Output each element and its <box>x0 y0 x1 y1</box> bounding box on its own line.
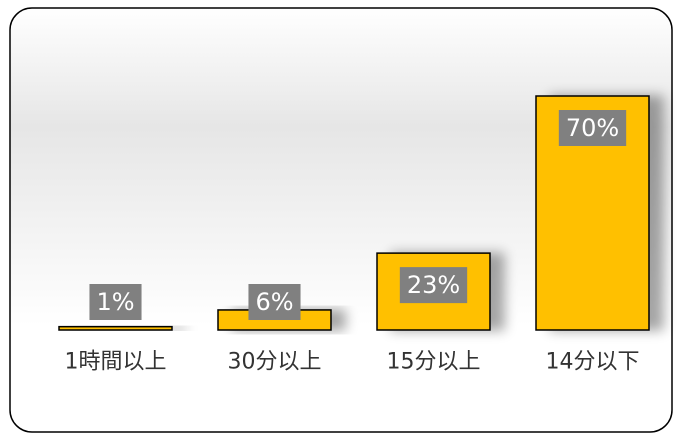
value-label: 23% <box>407 271 460 299</box>
category-label: 30分以上 <box>228 350 322 375</box>
category-label: 1時間以上 <box>65 350 167 375</box>
value-label: 6% <box>255 288 293 316</box>
value-label-box <box>248 284 301 320</box>
bar <box>58 325 173 331</box>
value-label: 1% <box>96 288 134 316</box>
value-label-box <box>399 267 468 304</box>
value-label-box <box>558 110 627 146</box>
value-label: 70% <box>566 114 619 142</box>
category-label: 15分以上 <box>387 350 481 375</box>
frame <box>9 7 673 433</box>
category-label: 14分以下 <box>546 350 640 375</box>
value-label-box <box>89 284 142 320</box>
